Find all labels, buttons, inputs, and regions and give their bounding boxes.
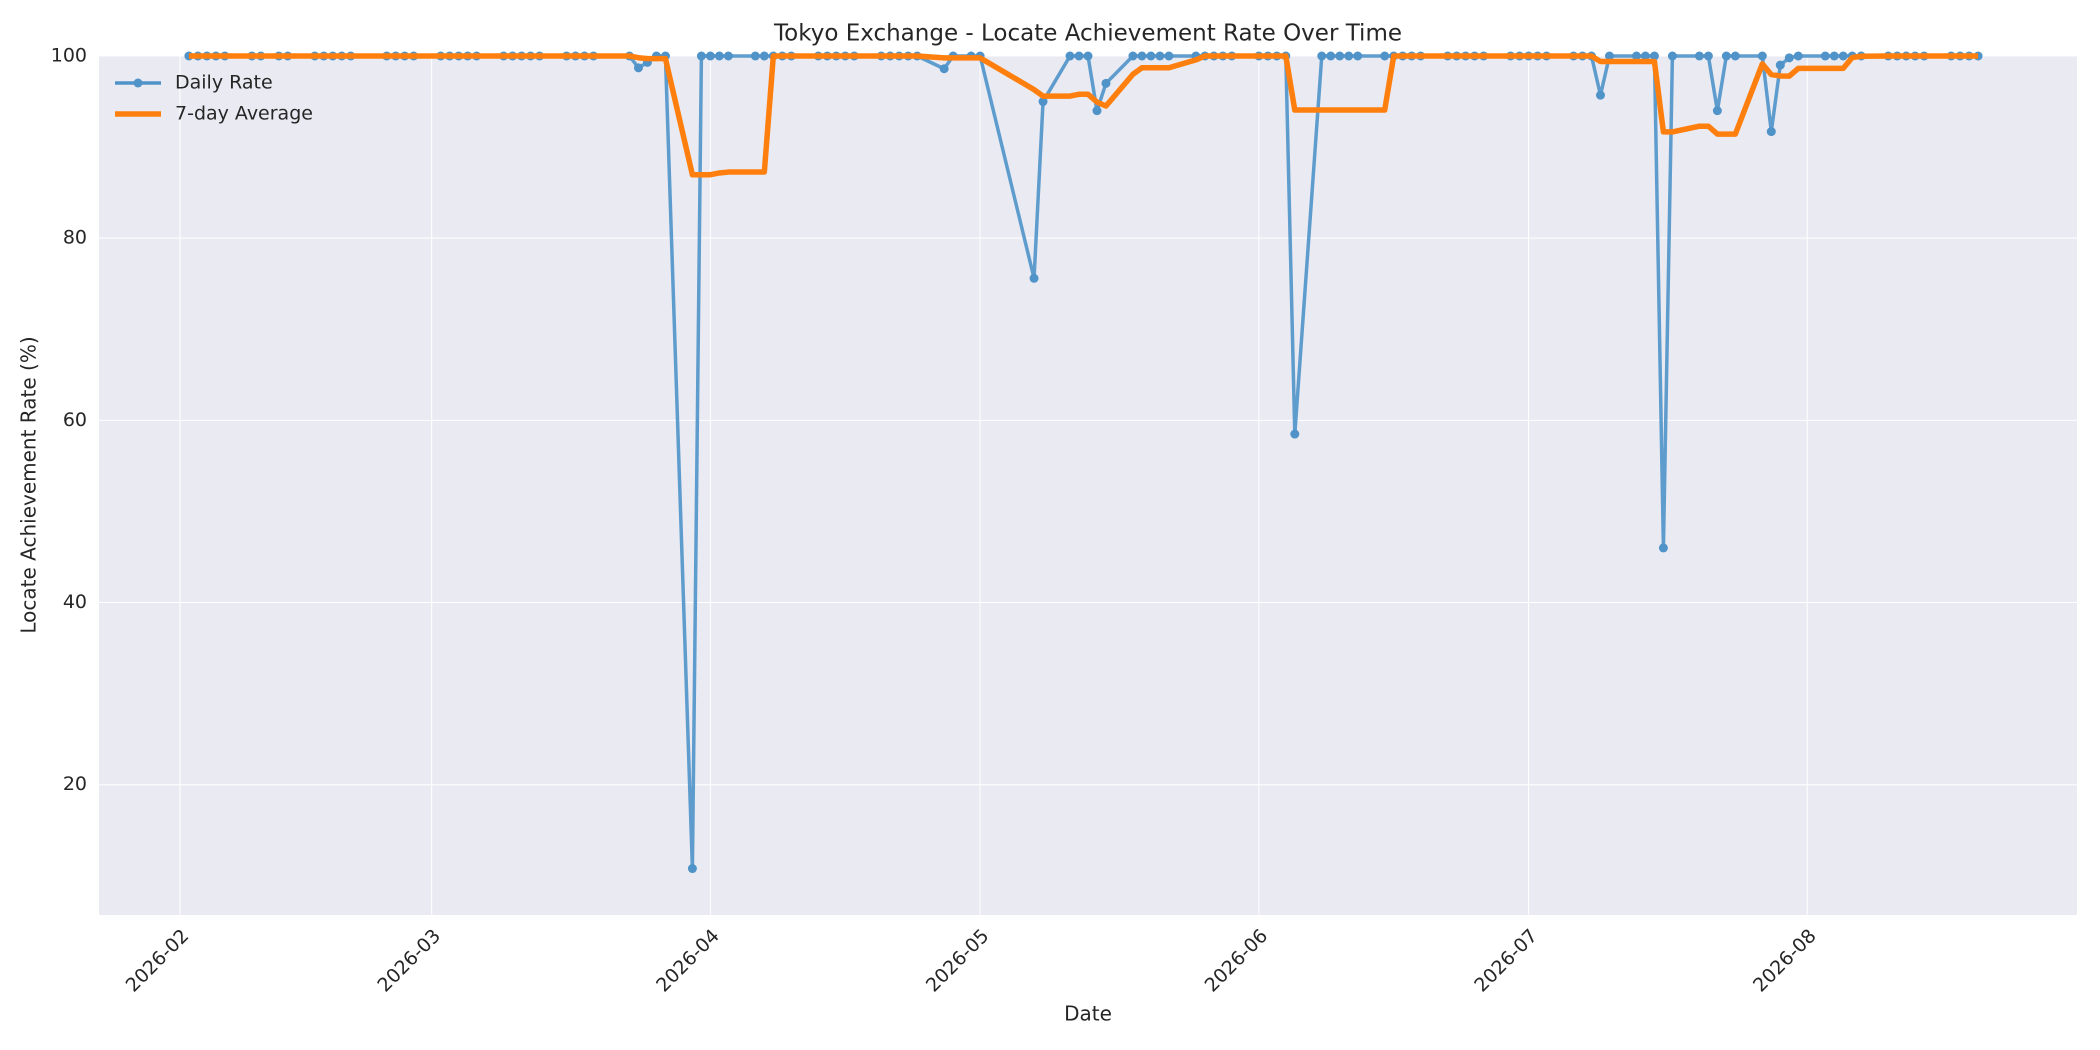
data-point bbox=[696, 51, 706, 61]
data-point bbox=[1757, 51, 1767, 61]
data-point bbox=[633, 63, 643, 73]
data-point bbox=[1784, 53, 1794, 63]
marks bbox=[184, 51, 1983, 874]
data-point bbox=[1128, 51, 1138, 61]
data-point bbox=[1829, 51, 1839, 61]
data-point bbox=[1101, 78, 1111, 88]
x-tick-label: 2026-07 bbox=[1470, 925, 1542, 997]
data-point bbox=[1317, 51, 1327, 61]
series-line bbox=[188, 53, 1979, 178]
chart-title: Tokyo Exchange - Locate Achievement Rate… bbox=[773, 21, 1402, 47]
y-tick-label: 60 bbox=[63, 409, 87, 431]
data-point bbox=[1164, 51, 1174, 61]
data-point bbox=[750, 51, 760, 61]
data-point bbox=[1326, 51, 1336, 61]
data-point bbox=[687, 864, 697, 874]
data-point bbox=[1775, 60, 1785, 70]
data-point bbox=[1658, 543, 1668, 553]
x-tick-label: 2026-02 bbox=[122, 925, 194, 997]
data-point bbox=[1038, 97, 1048, 107]
plot-area bbox=[99, 56, 2077, 915]
data-point bbox=[1631, 51, 1641, 61]
data-point bbox=[705, 51, 715, 61]
legend-label: 7-day Average bbox=[175, 103, 313, 125]
data-point bbox=[1155, 51, 1165, 61]
data-point bbox=[1667, 51, 1677, 61]
data-point bbox=[1065, 51, 1075, 61]
data-point bbox=[1766, 127, 1776, 137]
data-point bbox=[1820, 51, 1830, 61]
data-point bbox=[1029, 273, 1039, 283]
data-point bbox=[1640, 51, 1650, 61]
x-tick-label: 2026-03 bbox=[373, 925, 445, 997]
x-tick-label: 2026-04 bbox=[652, 925, 724, 997]
legend-marker bbox=[133, 78, 143, 88]
data-point bbox=[1712, 106, 1722, 116]
data-point bbox=[1595, 90, 1605, 100]
data-point bbox=[1092, 106, 1102, 116]
x-tick-label: 2026-05 bbox=[922, 925, 994, 997]
data-point bbox=[1730, 51, 1740, 61]
y-tick-label: 80 bbox=[63, 227, 87, 249]
data-point bbox=[1793, 51, 1803, 61]
data-point bbox=[1649, 51, 1659, 61]
data-point bbox=[723, 51, 733, 61]
data-point bbox=[1604, 51, 1614, 61]
data-point bbox=[1721, 51, 1731, 61]
data-point bbox=[1703, 51, 1713, 61]
data-point bbox=[1074, 51, 1084, 61]
data-point bbox=[1353, 51, 1363, 61]
data-point bbox=[939, 64, 949, 74]
data-point bbox=[1083, 51, 1093, 61]
data-point bbox=[1137, 51, 1147, 61]
legend-label: Daily Rate bbox=[175, 72, 273, 94]
data-point bbox=[1838, 51, 1848, 61]
x-axis-label: Date bbox=[1064, 1002, 1112, 1026]
y-tick-label: 100 bbox=[51, 45, 87, 67]
data-point bbox=[714, 51, 724, 61]
data-point bbox=[1335, 51, 1345, 61]
x-tick-label: 2026-08 bbox=[1749, 925, 1821, 997]
data-point bbox=[759, 51, 769, 61]
data-point bbox=[1146, 51, 1156, 61]
data-point bbox=[1694, 51, 1704, 61]
y-tick-label: 40 bbox=[63, 591, 87, 613]
x-tick-label: 2026-06 bbox=[1201, 925, 1273, 997]
data-point bbox=[1290, 429, 1300, 439]
y-axis-label: Locate Achievement Rate (%) bbox=[17, 336, 41, 633]
y-tick-label: 20 bbox=[63, 773, 87, 795]
data-point bbox=[1344, 51, 1354, 61]
data-point bbox=[1380, 51, 1390, 61]
